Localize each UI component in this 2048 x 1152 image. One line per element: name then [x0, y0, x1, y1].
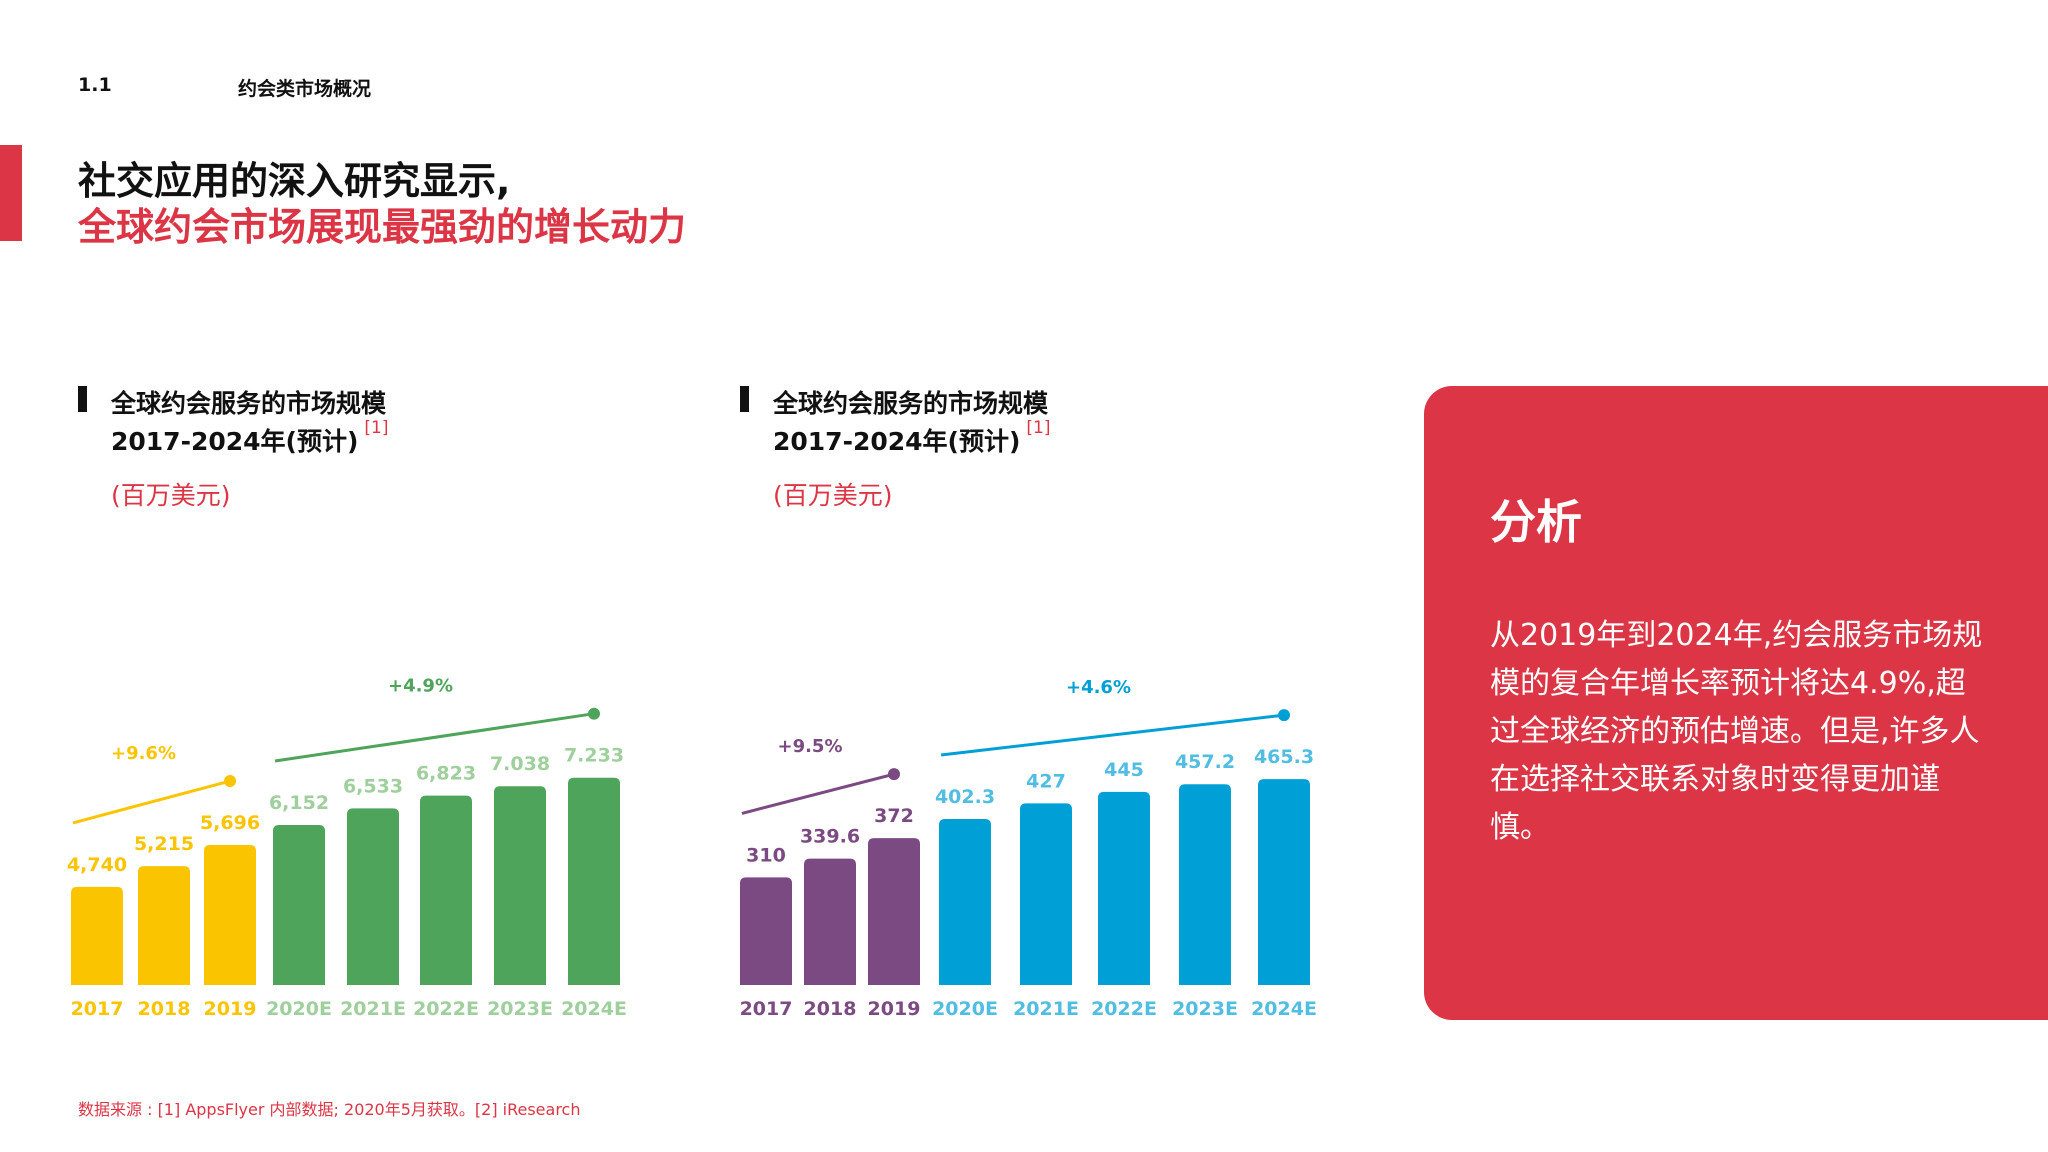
bar-value-label: 465.3: [1254, 746, 1314, 768]
bar-value-label: 6,152: [269, 792, 329, 814]
chart-reference: [1]: [364, 418, 389, 438]
bar-2019: [204, 845, 256, 985]
accent-bar: [0, 145, 22, 241]
analysis-body: 从2019年到2024年,约会服务市场规模的复合年增长率预计将达4.9%,超过全…: [1490, 618, 1983, 845]
x-tick-label: 2024E: [561, 998, 627, 1020]
x-tick-label: 2023E: [1172, 998, 1238, 1020]
x-tick-label: 2020E: [266, 998, 332, 1020]
chart-plot-area: 310 2017 339.6 2018 372 2019 402.3 2020E 427 2021…: [740, 677, 1317, 1020]
bar-2018: [138, 866, 190, 985]
chart-plot-area: 4,740 2017 5,215 2018 5,696 2019 6,152 2020E 6,5…: [67, 676, 627, 1020]
chart-title-marker: [740, 386, 749, 412]
growth-line: [274, 712, 595, 763]
section-title: 约会类市场概况: [238, 78, 372, 100]
headline-line1: 社交应用的深入研究显示,: [78, 159, 511, 203]
growth-rate-label: +9.6%: [111, 743, 176, 764]
headline-line2: 全球约会市场展现最强劲的增长动力: [78, 205, 687, 249]
chart-title-marker: [78, 386, 87, 412]
x-tick-label: 2020E: [932, 998, 998, 1020]
growth-line: [741, 772, 895, 815]
bar-value-label: 6,823: [416, 763, 476, 785]
bar-2017: [740, 877, 792, 985]
growth-rate-label: +9.5%: [777, 736, 842, 757]
chart-period: 2017-2024年(预计): [773, 427, 1021, 456]
bar-2019: [868, 838, 920, 985]
analysis-title: 分析: [1490, 495, 1582, 549]
chart-period: 2017-2024年(预计): [111, 427, 359, 456]
section-number: 1.1: [78, 74, 112, 96]
growth-line: [940, 713, 1285, 757]
bar-value-label: 339.6: [800, 826, 860, 848]
growth-line: [72, 779, 231, 825]
x-tick-label: 2022E: [1091, 998, 1157, 1020]
bar-value-label: 402.3: [935, 786, 995, 808]
bar-2020E: [273, 825, 325, 985]
bar-2021E: [347, 808, 399, 985]
bar-2022E: [420, 795, 472, 985]
bar-2023E: [1179, 784, 1231, 985]
bar-2023E: [494, 786, 546, 985]
bar-2022E: [1098, 791, 1150, 985]
bar-value-label: 5,696: [200, 812, 260, 834]
analysis-panel: [1424, 386, 2048, 1020]
chart-subtitle: 2017-2024年(预计) [1]: [773, 418, 1050, 458]
bar-value-label: 310: [746, 844, 786, 866]
bar-value-label: 457.2: [1175, 751, 1235, 773]
bar-value-label: 7.233: [564, 745, 624, 767]
x-tick-label: 2018: [804, 998, 857, 1020]
growth-line-endpoint: [888, 768, 900, 781]
source-footnote: 数据来源 : [1] AppsFlyer 内部数据; 2020年5月获取。[2]…: [78, 1100, 581, 1119]
market-size-chart-2: 全球约会服务的市场规模 2017-2024年(预计) [1] (百万美元) 310…: [740, 380, 1380, 1040]
bar-2024E: [568, 777, 620, 985]
chart-reference: [1]: [1026, 418, 1051, 438]
growth-rate-label: +4.9%: [388, 676, 453, 697]
bar-2017: [71, 886, 123, 985]
x-tick-label: 2017: [71, 998, 124, 1020]
x-tick-label: 2019: [204, 998, 257, 1020]
x-tick-label: 2017: [740, 998, 793, 1020]
bar-2021E: [1020, 803, 1072, 985]
chart-title: 全球约会服务的市场规模: [111, 389, 387, 418]
bar-value-label: 4,740: [67, 854, 127, 876]
growth-line-endpoint: [224, 775, 236, 788]
bar-2020E: [939, 818, 991, 985]
chart-unit: (百万美元): [111, 481, 231, 510]
bar-value-label: 445: [1104, 759, 1144, 781]
bar-value-label: 5,215: [134, 833, 194, 855]
bar-2018: [804, 858, 856, 985]
growth-line-endpoint: [1278, 709, 1290, 722]
chart-unit: (百万美元): [773, 481, 893, 510]
x-tick-label: 2021E: [1013, 998, 1079, 1020]
growth-rate-label: +4.6%: [1066, 677, 1131, 698]
bar-value-label: 372: [874, 805, 914, 827]
x-tick-label: 2019: [868, 998, 921, 1020]
bar-2024E: [1258, 779, 1310, 985]
x-tick-label: 2024E: [1251, 998, 1317, 1020]
chart-title: 全球约会服务的市场规模: [773, 389, 1049, 418]
x-tick-label: 2021E: [340, 998, 406, 1020]
growth-line-endpoint: [588, 707, 600, 720]
x-tick-label: 2023E: [487, 998, 553, 1020]
market-size-chart-1: 全球约会服务的市场规模 2017-2024年(预计) [1] (百万美元) 4,7…: [67, 380, 718, 1040]
chart-subtitle: 2017-2024年(预计) [1]: [111, 418, 388, 458]
x-tick-label: 2018: [138, 998, 191, 1020]
x-tick-label: 2022E: [413, 998, 479, 1020]
bar-value-label: 427: [1026, 770, 1066, 792]
bar-value-label: 7.038: [490, 753, 550, 775]
bar-value-label: 6,533: [343, 775, 403, 797]
